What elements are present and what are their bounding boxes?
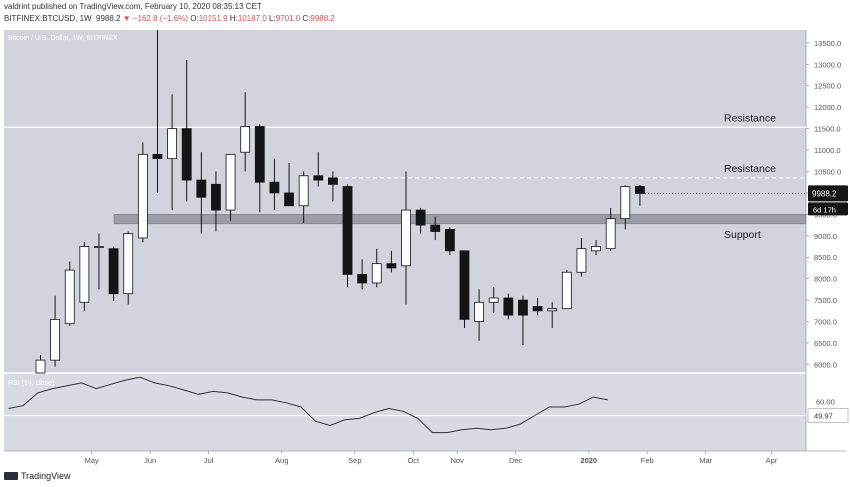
price-tick-label: 13000.0	[814, 60, 841, 69]
price-tick-label: 6000.0	[814, 360, 837, 369]
support-label: Support	[724, 229, 761, 241]
publish-info: valdrint published on TradingView.com, F…	[4, 2, 262, 11]
candle-bearish	[518, 299, 528, 316]
time-tick-label: Sep	[348, 456, 361, 465]
price-tick-label: 7000.0	[814, 318, 837, 327]
candle-bearish	[459, 250, 470, 320]
candle-bearish	[254, 126, 265, 183]
candle-bearish	[196, 179, 207, 198]
time-tick-label: May	[85, 456, 99, 465]
price-pane-background	[4, 30, 806, 373]
symbol-label: BITFINEX:BTCUSD, 1W	[4, 14, 92, 23]
candle-bullish	[591, 246, 601, 252]
ohlc-line: BITFINEX:BTCUSD, 1W 9988.2 ▼ −162.8 (−1.…	[4, 14, 335, 23]
candle-bearish	[503, 297, 514, 316]
time-tick-label: Jun	[144, 456, 156, 465]
price-tick-label: 13500.0	[814, 39, 841, 48]
candle-bullish	[401, 209, 411, 267]
candle-bearish	[415, 209, 426, 226]
support-zone	[113, 214, 807, 225]
time-tick-label: Dec	[509, 456, 523, 465]
rsi-value-label: 49.97	[814, 412, 833, 421]
candle-bearish	[152, 153, 163, 160]
candle-bearish	[327, 177, 338, 185]
candle-bullish	[547, 308, 558, 312]
candle-bearish	[108, 248, 119, 295]
candle-bearish	[211, 183, 221, 211]
candle-bullish	[474, 301, 485, 322]
low-value: 9701.0	[275, 14, 301, 23]
time-tick-label: Nov	[450, 456, 464, 465]
resistance-label-lower: Resistance	[724, 163, 776, 175]
candle-bearish	[313, 175, 324, 181]
price-tick-label: 7500.0	[814, 296, 837, 305]
candle-bullish	[561, 271, 572, 310]
resistance-label-upper: Resistance	[724, 112, 776, 124]
candle-bullish	[167, 128, 177, 160]
countdown-label: 6d 17h	[813, 205, 836, 214]
candle-bullish	[50, 319, 61, 361]
candle-bullish	[620, 186, 631, 220]
price-tick-label: 8000.0	[814, 275, 837, 284]
open-value: 10151.9	[198, 14, 228, 23]
last-price: 9988.2	[96, 14, 121, 23]
candle-bullish	[137, 153, 148, 239]
high-value: 10187.0	[237, 14, 267, 23]
candle-bullish	[123, 233, 134, 295]
candle-bullish	[35, 359, 46, 374]
price-tick-label: 11000.0	[814, 146, 841, 155]
candle-bearish	[269, 181, 280, 194]
time-tick-label: Feb	[641, 456, 654, 465]
candle-bullish	[225, 153, 236, 211]
candle-bullish	[371, 263, 382, 284]
candle-bullish	[298, 175, 309, 207]
candle-bearish	[430, 224, 441, 232]
time-tick-label: Aug	[275, 456, 288, 465]
tradingview-logo[interactable]: TradingView	[4, 471, 71, 481]
close-value: 9988.2	[310, 14, 335, 23]
price-tick-label: 8500.0	[814, 253, 837, 262]
chart-header: valdrint published on TradingView.com, F…	[0, 0, 850, 28]
time-tick-label: 2020	[580, 456, 597, 465]
price-tick-label: 10500.0	[814, 167, 841, 176]
candle-bearish	[357, 273, 368, 284]
price-chart[interactable]: Bitcoin / U.S. Dollar, 1W, BITFINEX 6000.…	[0, 28, 850, 468]
candle-bearish	[386, 263, 397, 269]
candle-bearish	[342, 186, 353, 275]
time-tick-label: Jul	[204, 456, 214, 465]
time-tick-label: Oct	[407, 456, 420, 465]
last-price-label: 9988.2	[812, 189, 837, 198]
countdown-badge	[808, 202, 848, 216]
candle-bearish	[181, 128, 192, 181]
candle-bearish	[635, 186, 645, 194]
rsi-value-badge	[807, 408, 849, 423]
price-tick-label: 12500.0	[814, 82, 841, 91]
time-tick-label: Mar	[699, 456, 712, 465]
price-tick-label: 12000.0	[814, 103, 841, 112]
candle-bullish	[64, 269, 75, 325]
candle-bullish	[79, 246, 90, 303]
last-price-badge	[808, 185, 848, 202]
candle-bearish	[284, 192, 294, 207]
candle-bullish	[576, 248, 587, 273]
price-tick-label: 9000.0	[814, 232, 837, 241]
candle-bullish	[94, 246, 104, 248]
time-tick-label: Apr	[766, 456, 778, 465]
candle-bearish	[444, 228, 455, 252]
candle-bullish	[240, 126, 251, 153]
rsi-label: RSI (14, close)	[8, 380, 54, 387]
candle-bullish	[488, 297, 499, 303]
price-tick-label: 11500.0	[814, 125, 841, 134]
candle-bearish	[532, 306, 543, 312]
chart-title: Bitcoin / U.S. Dollar, 1W, BITFINEX	[8, 35, 118, 42]
rsi-tick-label: 60.00	[816, 397, 835, 406]
price-change: ▼ −162.8 (−1.6%)	[122, 14, 189, 23]
rsi-line	[8, 376, 608, 434]
candle-bullish	[605, 218, 616, 250]
tradingview-icon	[4, 472, 18, 480]
price-tick-label: 6500.0	[814, 339, 837, 348]
